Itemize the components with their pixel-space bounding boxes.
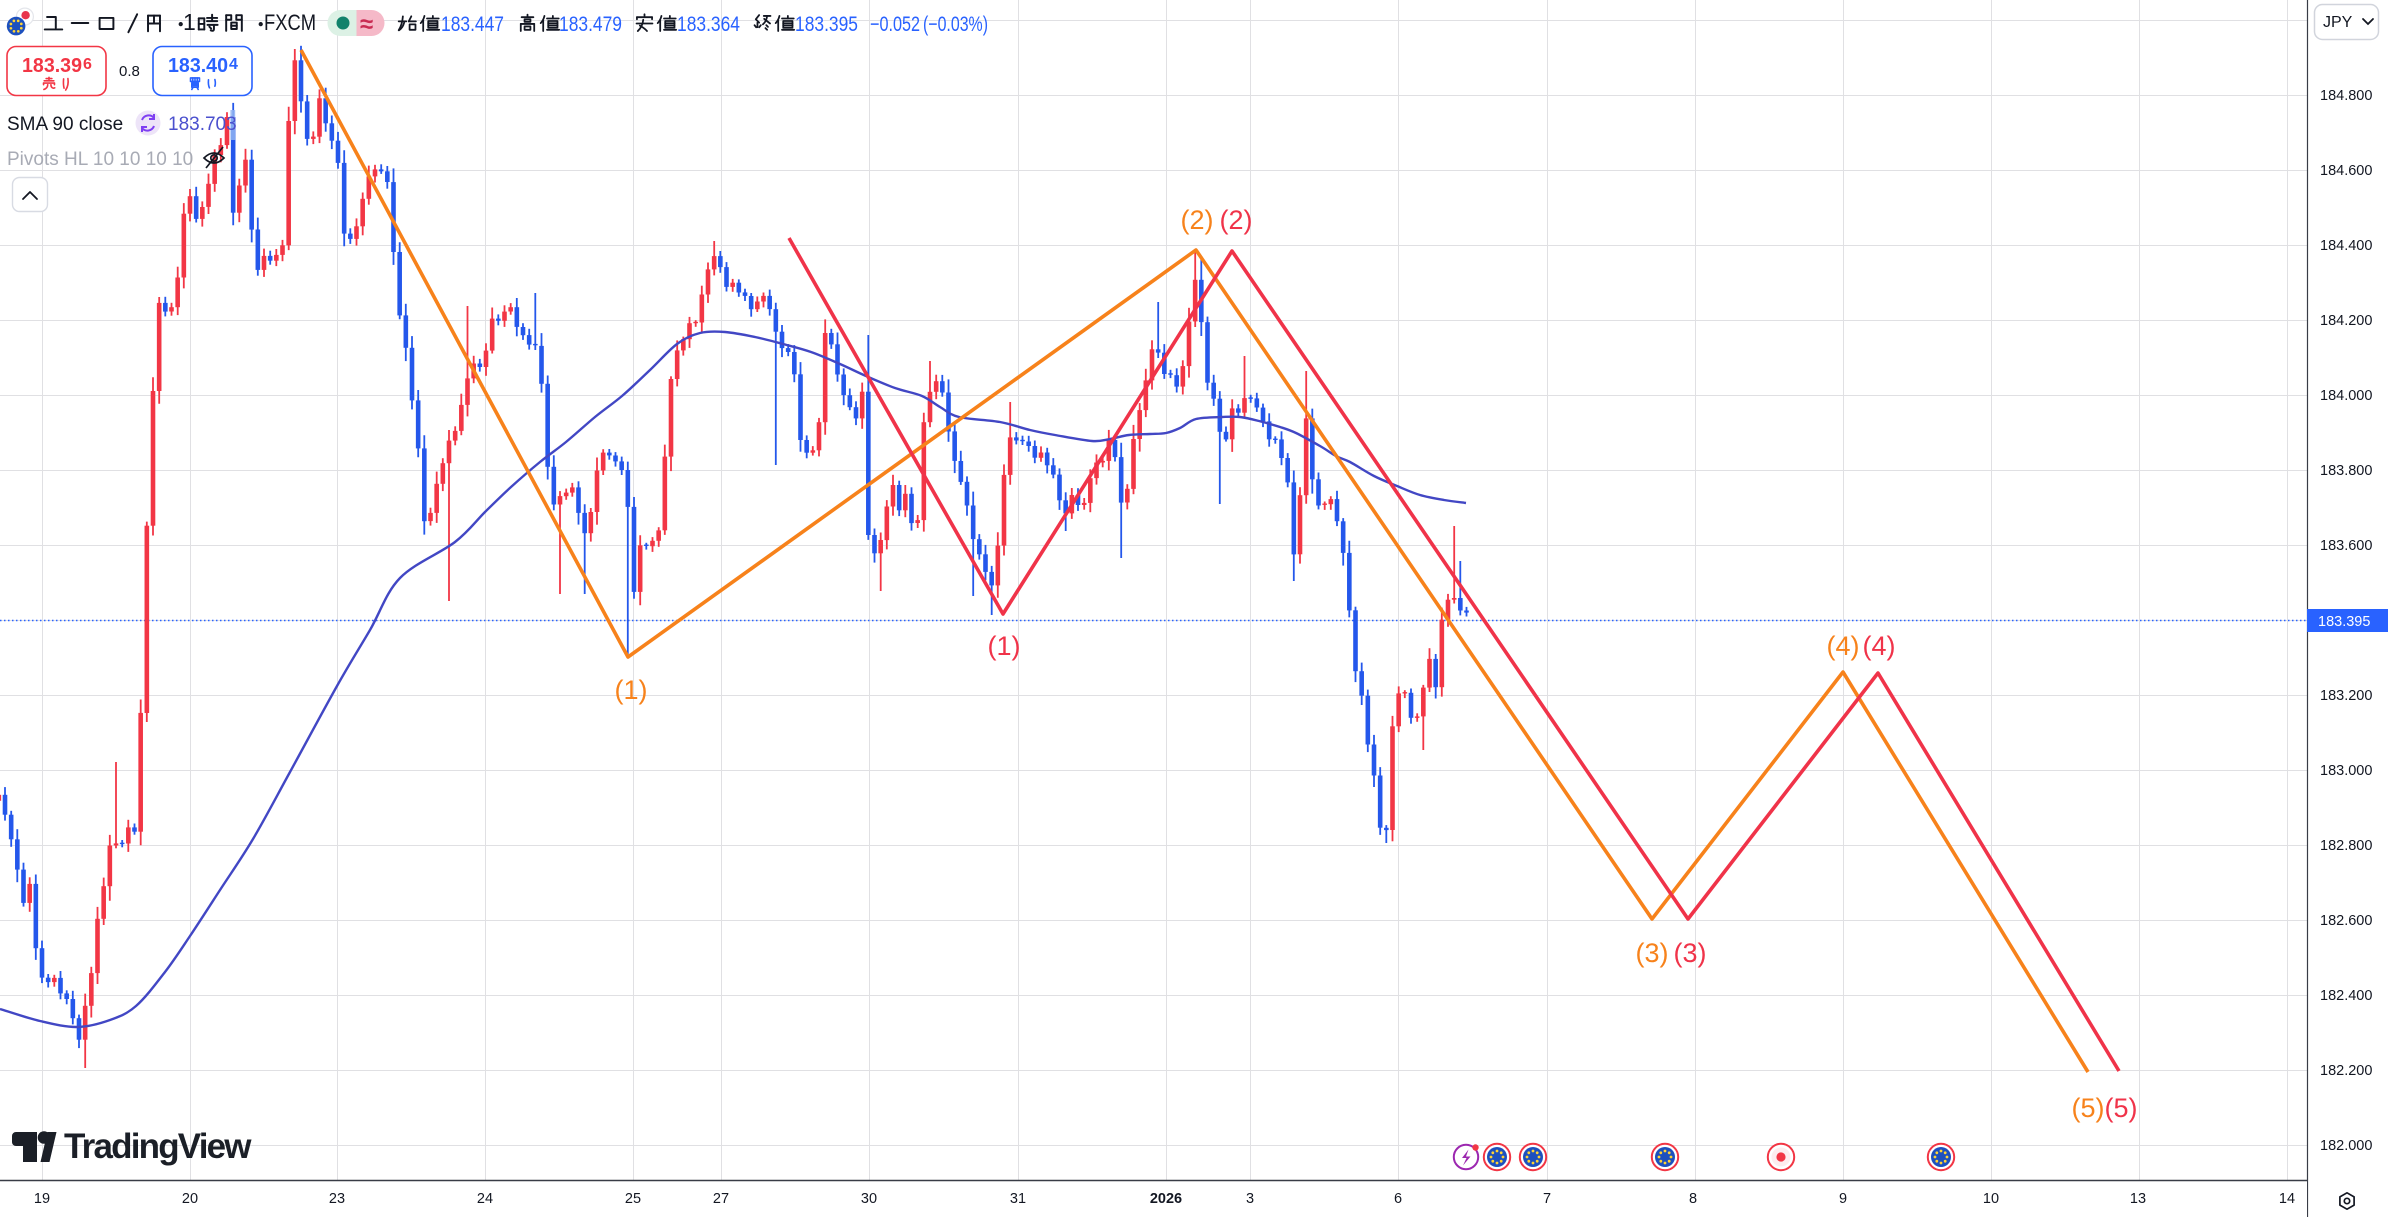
svg-text:0.8: 0.8 bbox=[119, 63, 140, 80]
svg-text:−0.052: −0.052 bbox=[870, 13, 920, 36]
svg-text:JPY: JPY bbox=[2323, 14, 2353, 31]
svg-text:183.479: 183.479 bbox=[559, 13, 622, 36]
svg-text:184.600: 184.600 bbox=[2320, 163, 2372, 179]
svg-text:1: 1 bbox=[183, 9, 196, 35]
svg-text:6: 6 bbox=[1394, 1191, 1402, 1207]
svg-text:(4): (4) bbox=[1827, 631, 1860, 661]
svg-text:182.800: 182.800 bbox=[2320, 838, 2372, 854]
svg-text:8: 8 bbox=[1689, 1191, 1697, 1207]
svg-text:182.600: 182.600 bbox=[2320, 913, 2372, 929]
svg-text:31: 31 bbox=[1010, 1191, 1026, 1207]
svg-text:184.400: 184.400 bbox=[2320, 238, 2372, 254]
svg-text:183.000: 183.000 bbox=[2320, 763, 2372, 779]
svg-text:24: 24 bbox=[477, 1191, 493, 1207]
svg-text:(5): (5) bbox=[2072, 1093, 2105, 1123]
svg-text:183.200: 183.200 bbox=[2320, 688, 2372, 704]
svg-text:(1): (1) bbox=[615, 675, 648, 705]
svg-text:Pivots HL 10 10 10 10: Pivots HL 10 10 10 10 bbox=[7, 149, 193, 170]
svg-text:7: 7 bbox=[1543, 1191, 1551, 1207]
svg-text:183.364: 183.364 bbox=[677, 13, 740, 36]
svg-text:(3): (3) bbox=[1674, 938, 1707, 968]
svg-text:14: 14 bbox=[2279, 1191, 2295, 1207]
svg-text:9: 9 bbox=[1839, 1191, 1847, 1207]
svg-text:(4): (4) bbox=[1863, 631, 1896, 661]
svg-text:(5): (5) bbox=[2105, 1093, 2138, 1123]
svg-text:184.000: 184.000 bbox=[2320, 388, 2372, 404]
svg-text:≈: ≈ bbox=[360, 11, 373, 38]
svg-text:3: 3 bbox=[1246, 1191, 1254, 1207]
svg-text:183.395: 183.395 bbox=[2318, 614, 2370, 630]
svg-text:(3): (3) bbox=[1636, 938, 1669, 968]
svg-text:SMA 90 close: SMA 90 close bbox=[7, 114, 123, 135]
svg-text:(2): (2) bbox=[1181, 205, 1214, 235]
svg-text:25: 25 bbox=[625, 1191, 641, 1207]
svg-text:(2): (2) bbox=[1220, 205, 1253, 235]
svg-text:183.395: 183.395 bbox=[795, 13, 858, 36]
svg-text:19: 19 bbox=[34, 1191, 50, 1207]
svg-text:FXCM: FXCM bbox=[264, 10, 316, 35]
svg-text:6: 6 bbox=[83, 56, 92, 73]
svg-text:183.800: 183.800 bbox=[2320, 463, 2372, 479]
svg-text:182.400: 182.400 bbox=[2320, 988, 2372, 1004]
svg-text:20: 20 bbox=[182, 1191, 198, 1207]
svg-text:182.000: 182.000 bbox=[2320, 1138, 2372, 1154]
svg-text:183.39: 183.39 bbox=[22, 55, 82, 77]
svg-text:184.200: 184.200 bbox=[2320, 313, 2372, 329]
svg-text:TradingView: TradingView bbox=[64, 1127, 252, 1166]
svg-text:27: 27 bbox=[713, 1191, 729, 1207]
svg-text:10: 10 bbox=[1983, 1191, 1999, 1207]
svg-text:183.40: 183.40 bbox=[168, 55, 228, 77]
svg-text:182.200: 182.200 bbox=[2320, 1063, 2372, 1079]
svg-text:2026: 2026 bbox=[1150, 1191, 1182, 1207]
svg-text:(−0.03%): (−0.03%) bbox=[923, 13, 988, 36]
svg-text:184.800: 184.800 bbox=[2320, 88, 2372, 104]
svg-text:30: 30 bbox=[861, 1191, 877, 1207]
svg-text:13: 13 bbox=[2130, 1191, 2146, 1207]
svg-text:23: 23 bbox=[329, 1191, 345, 1207]
svg-text:183.600: 183.600 bbox=[2320, 538, 2372, 554]
svg-text:4: 4 bbox=[229, 56, 238, 73]
svg-text:(1): (1) bbox=[988, 631, 1021, 661]
svg-text:183.703: 183.703 bbox=[168, 114, 237, 135]
svg-text:183.447: 183.447 bbox=[441, 13, 504, 36]
